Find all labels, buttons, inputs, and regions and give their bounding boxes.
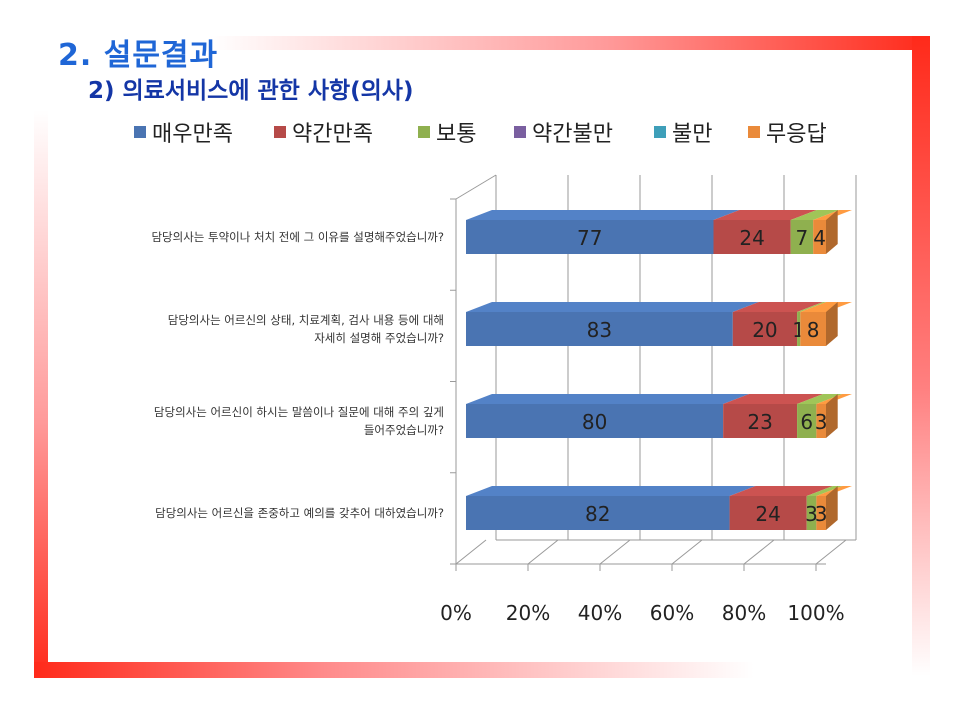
x-tick-label: 60% bbox=[650, 601, 694, 625]
bar-segment-top bbox=[729, 486, 833, 496]
floor-depth-line bbox=[527, 539, 559, 565]
x-tick-label: 100% bbox=[787, 601, 844, 625]
bar-segment bbox=[797, 312, 801, 346]
legend-label: 매우만족 bbox=[152, 122, 233, 147]
floor-depth-line bbox=[455, 539, 487, 565]
floor-depth-line bbox=[671, 539, 703, 565]
x-tick-label: 80% bbox=[722, 601, 766, 625]
category-label: 담당의사는 어르신이 하시는 말씀이나 질문에 대해 주의 깊게 bbox=[154, 405, 444, 419]
data-label: 20 bbox=[752, 318, 777, 342]
bar-segment-top bbox=[797, 302, 827, 312]
legend-label: 약간불만 bbox=[532, 122, 613, 147]
bar-side-face bbox=[826, 302, 838, 346]
data-label: 3 bbox=[815, 502, 828, 526]
legend-label: 무응답 bbox=[766, 122, 827, 147]
bar-segment bbox=[732, 312, 798, 346]
bar-segment-top bbox=[466, 394, 750, 404]
data-label: 23 bbox=[747, 410, 772, 434]
bar-side-face bbox=[826, 394, 838, 438]
decor-top-bar bbox=[210, 36, 930, 50]
category-label: 자세히 설명해 주었습니까? bbox=[314, 331, 444, 345]
legend-swatch bbox=[654, 126, 666, 138]
data-label: 24 bbox=[739, 226, 764, 250]
bar-side-face bbox=[826, 210, 838, 254]
slide-subtitle: 2) 의료서비스에 관한 사항(의사) bbox=[88, 78, 414, 104]
category-label: 담당의사는 어르신을 존중하고 예의를 갖추어 대하였습니까? bbox=[155, 506, 444, 520]
legend-label: 불만 bbox=[672, 122, 712, 147]
legend-label: 보통 bbox=[436, 122, 476, 147]
side-wall-top bbox=[455, 174, 497, 200]
floor-depth-line bbox=[743, 539, 775, 565]
decor-bottom-bar bbox=[34, 662, 754, 678]
legend-swatch bbox=[748, 126, 760, 138]
legend-swatch bbox=[274, 126, 286, 138]
bar-side-face bbox=[826, 486, 838, 530]
bar-segment bbox=[466, 312, 733, 346]
bar-segment bbox=[466, 220, 714, 254]
bar-segment bbox=[800, 312, 826, 346]
bar-segment bbox=[797, 404, 817, 438]
legend-swatch bbox=[418, 126, 430, 138]
bar-segment bbox=[816, 404, 826, 438]
bar-segment-top bbox=[797, 394, 843, 404]
data-label: 3 bbox=[805, 502, 818, 526]
data-label: 80 bbox=[582, 410, 607, 434]
bar-segment-top bbox=[466, 210, 740, 220]
bar-segment-top bbox=[723, 394, 824, 404]
data-label: 7 bbox=[796, 226, 809, 250]
floor-depth-line bbox=[815, 539, 847, 565]
bar-segment bbox=[813, 220, 826, 254]
legend-swatch bbox=[514, 126, 526, 138]
bar-segment bbox=[729, 496, 807, 530]
bar-segment bbox=[466, 404, 724, 438]
data-label: 77 bbox=[577, 226, 602, 250]
bar-segment-top bbox=[790, 210, 840, 220]
floor-depth-line bbox=[599, 539, 631, 565]
bar-segment bbox=[713, 220, 791, 254]
data-label: 6 bbox=[800, 410, 813, 434]
decor-right-bar bbox=[912, 36, 930, 676]
data-label: 24 bbox=[755, 502, 780, 526]
x-tick-label: 20% bbox=[506, 601, 550, 625]
data-label: 3 bbox=[815, 410, 828, 434]
bar-segment bbox=[806, 496, 817, 530]
bar-segment-top bbox=[732, 302, 824, 312]
legend-swatch bbox=[134, 126, 146, 138]
x-tick-label: 40% bbox=[578, 601, 622, 625]
slide-title: 2. 설문결과 bbox=[58, 38, 219, 73]
category-label: 담당의사는 어르신의 상태, 치료계획, 검사 내용 등에 대해 bbox=[168, 313, 444, 327]
bar-segment bbox=[466, 496, 730, 530]
decor-left-bar bbox=[34, 110, 48, 678]
bar-segment-top bbox=[713, 210, 817, 220]
bar-segment bbox=[790, 220, 814, 254]
x-tick-label: 0% bbox=[440, 601, 472, 625]
bar-segment-top bbox=[800, 302, 852, 312]
data-label: 82 bbox=[585, 502, 610, 526]
bar-segment bbox=[723, 404, 798, 438]
category-label: 들어주었습니까? bbox=[364, 423, 444, 437]
bar-segment bbox=[816, 496, 826, 530]
bar-segment-top bbox=[466, 486, 756, 496]
legend-label: 약간만족 bbox=[292, 122, 373, 147]
bar-segment-top bbox=[806, 486, 843, 496]
data-label: 83 bbox=[587, 318, 612, 342]
category-label: 담당의사는 투약이나 처치 전에 그 이유를 설명해주었습니까? bbox=[151, 230, 444, 244]
bar-segment-top bbox=[466, 302, 759, 312]
data-label: 8 bbox=[807, 318, 820, 342]
data-label: 4 bbox=[813, 226, 826, 250]
